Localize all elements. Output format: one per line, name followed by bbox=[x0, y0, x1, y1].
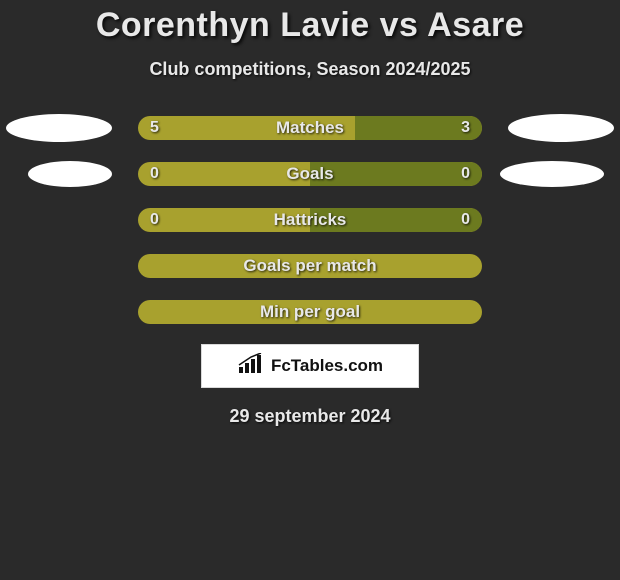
stat-row: 0 Hattricks 0 bbox=[0, 208, 620, 232]
stat-bar: Min per goal bbox=[138, 300, 482, 324]
stat-left-value: 0 bbox=[150, 165, 159, 183]
stat-rows: 5 Matches 3 0 Goals 0 0 Hattricks 0 Goals per mat… bbox=[0, 116, 620, 324]
subtitle: Club competitions, Season 2024/2025 bbox=[0, 59, 620, 80]
stat-bar-right-fill bbox=[310, 162, 482, 186]
stat-left-value: 0 bbox=[150, 211, 159, 229]
page-title: Corenthyn Lavie vs Asare bbox=[0, 6, 620, 45]
logo-chart-icon bbox=[237, 353, 265, 380]
date-text: 29 september 2024 bbox=[0, 406, 620, 427]
logo-box: FcTables.com bbox=[201, 344, 419, 388]
stat-row: Min per goal bbox=[0, 300, 620, 324]
stat-row: 0 Goals 0 bbox=[0, 162, 620, 186]
stat-bar: 0 Hattricks 0 bbox=[138, 208, 482, 232]
stat-left-value: 5 bbox=[150, 119, 159, 137]
stat-row: 5 Matches 3 bbox=[0, 116, 620, 140]
stat-label: Matches bbox=[276, 118, 344, 138]
logo-text: FcTables.com bbox=[271, 356, 383, 376]
stat-right-value: 0 bbox=[461, 211, 470, 229]
left-ellipse bbox=[6, 114, 112, 142]
left-ellipse bbox=[28, 161, 112, 187]
content-wrapper: Corenthyn Lavie vs Asare Club competitio… bbox=[0, 0, 620, 427]
stat-bar: Goals per match bbox=[138, 254, 482, 278]
stat-row: Goals per match bbox=[0, 254, 620, 278]
stat-right-value: 3 bbox=[461, 119, 470, 137]
stat-bar: 0 Goals 0 bbox=[138, 162, 482, 186]
stat-label: Min per goal bbox=[260, 302, 360, 322]
stat-label: Goals bbox=[286, 164, 333, 184]
stat-right-value: 0 bbox=[461, 165, 470, 183]
stat-label: Goals per match bbox=[243, 256, 376, 276]
right-ellipse bbox=[508, 114, 614, 142]
stat-bar: 5 Matches 3 bbox=[138, 116, 482, 140]
stat-label: Hattricks bbox=[274, 210, 347, 230]
right-ellipse bbox=[500, 161, 604, 187]
